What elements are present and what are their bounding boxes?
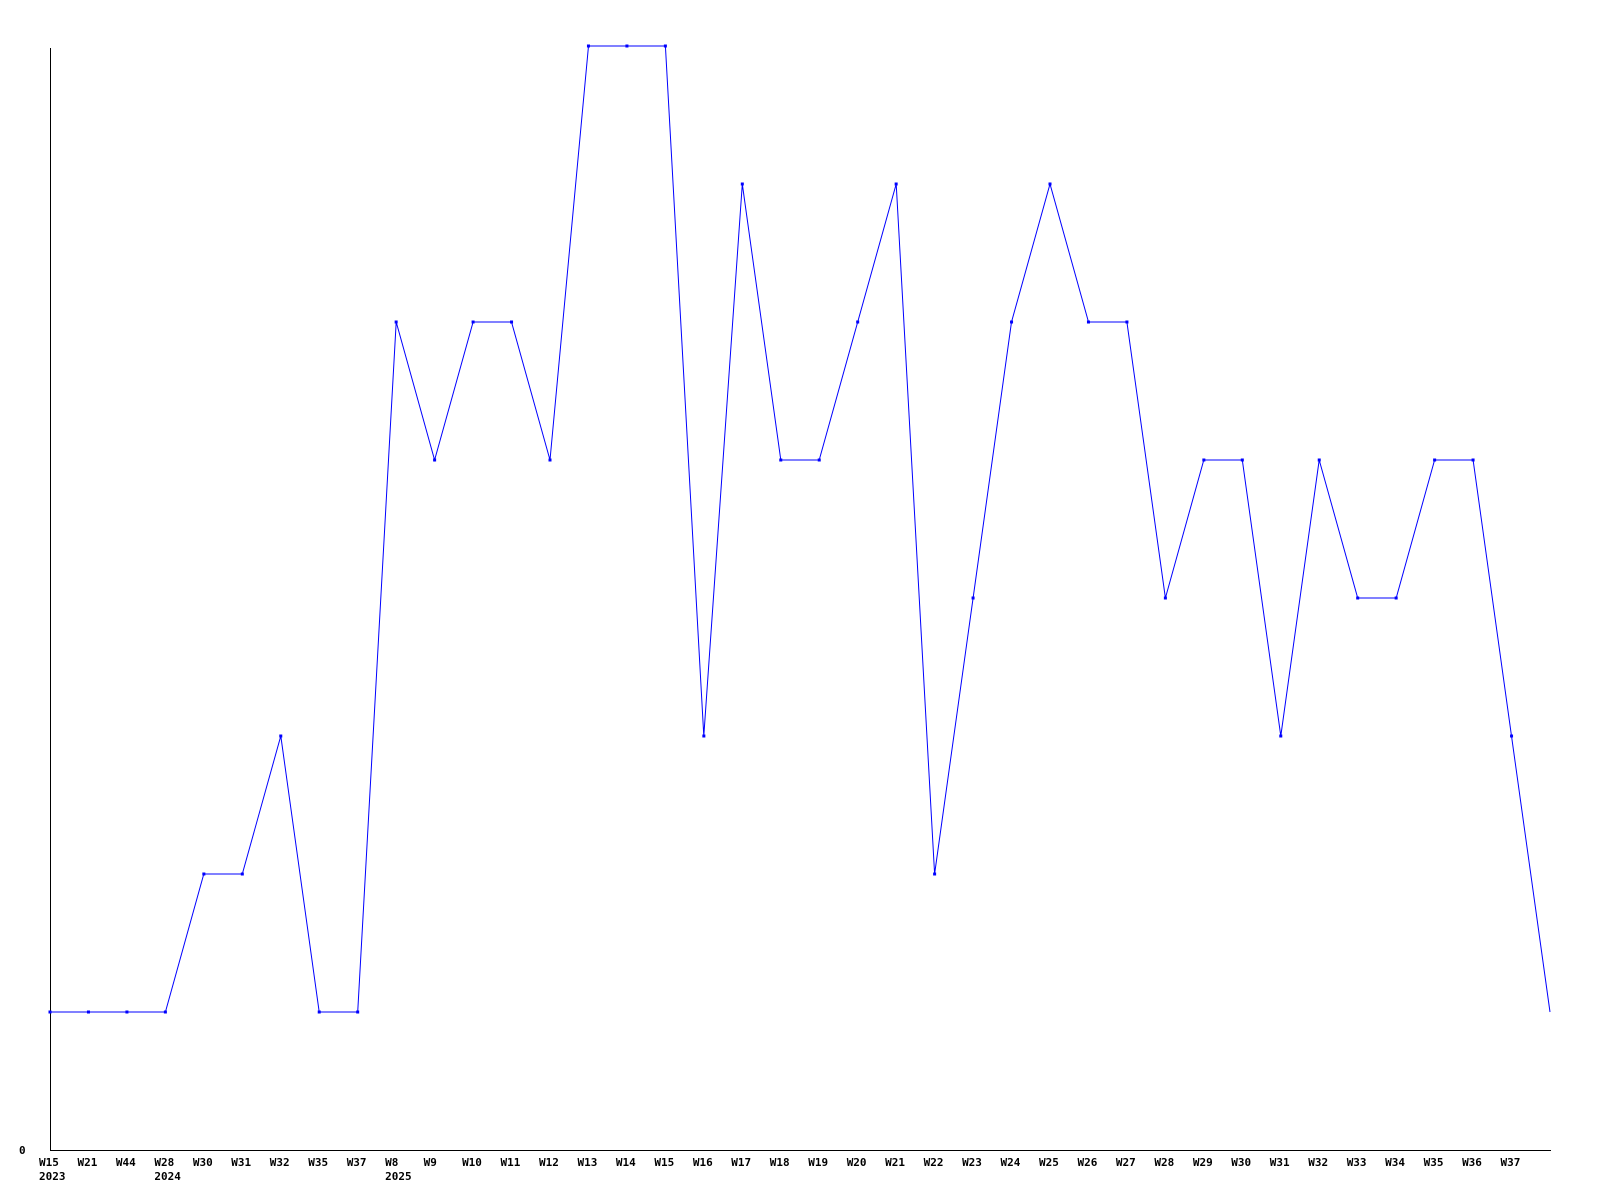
x-tick-label: W28	[154, 1156, 174, 1169]
data-point	[702, 734, 706, 738]
data-point	[1010, 320, 1014, 324]
data-point	[586, 44, 590, 48]
y-tick-label-0: 0	[19, 1144, 26, 1157]
data-markers	[48, 44, 1514, 1014]
data-point	[48, 1010, 52, 1014]
data-point	[510, 320, 514, 324]
x-tick-label: W29	[1193, 1156, 1213, 1169]
x-tick-label: W44	[116, 1156, 136, 1169]
data-point	[933, 872, 937, 876]
data-point	[1202, 458, 1206, 462]
x-tick-label: W10	[462, 1156, 482, 1169]
x-tick-label: W11	[501, 1156, 521, 1169]
x-tick-label: W30	[1231, 1156, 1251, 1169]
data-point	[163, 1010, 167, 1014]
x-tick-label: W31	[1270, 1156, 1290, 1169]
data-point	[1471, 458, 1475, 462]
data-point	[317, 1010, 321, 1014]
x-tick-label: W17	[731, 1156, 751, 1169]
data-point	[125, 1010, 129, 1014]
data-point	[394, 320, 398, 324]
data-point	[971, 596, 975, 600]
data-point	[279, 734, 283, 738]
x-tick-label: W37	[347, 1156, 367, 1169]
data-point	[1086, 320, 1090, 324]
data-point	[779, 458, 783, 462]
x-tick-label: W9	[424, 1156, 437, 1169]
x-tick-label: W32	[1308, 1156, 1328, 1169]
x-tick-label: W21	[77, 1156, 97, 1169]
x-tick-label: W21	[885, 1156, 905, 1169]
x-tick-label: W22	[924, 1156, 944, 1169]
x-tick-label: W20	[847, 1156, 867, 1169]
x-tick-label: W23	[962, 1156, 982, 1169]
data-point	[663, 44, 667, 48]
data-point	[1163, 596, 1167, 600]
x-tick-label: W18	[770, 1156, 790, 1169]
x-tick-labels: W15 W21 W44 W28 W30 W31 W32 W35 W37 W8 W9 W10 W11 W12…	[39, 1156, 1520, 1169]
x-tick-label: W37	[1501, 1156, 1521, 1169]
data-point	[202, 872, 206, 876]
x-tick-label: W32	[270, 1156, 290, 1169]
x-tick-label: W16	[693, 1156, 713, 1169]
x-tick-label: W24	[1001, 1156, 1021, 1169]
data-point	[1240, 458, 1244, 462]
data-point	[356, 1010, 360, 1014]
x-tick-label: W19	[808, 1156, 828, 1169]
x-tick-label: W30	[193, 1156, 213, 1169]
data-point	[548, 458, 552, 462]
data-point	[1125, 320, 1129, 324]
data-point	[471, 320, 475, 324]
x-tick-label: W26	[1077, 1156, 1097, 1169]
x-tick-label: W13	[577, 1156, 597, 1169]
year-label: 2024	[154, 1170, 181, 1183]
x-tick-label: W36	[1462, 1156, 1482, 1169]
data-point	[1317, 458, 1321, 462]
x-tick-label: W31	[231, 1156, 251, 1169]
data-point	[1356, 596, 1360, 600]
x-tick-label: W35	[308, 1156, 328, 1169]
data-point	[1279, 734, 1283, 738]
x-tick-label: W14	[616, 1156, 636, 1169]
data-point	[1510, 734, 1514, 738]
data-point	[856, 320, 860, 324]
x-tick-label: W12	[539, 1156, 559, 1169]
x-tick-label: W15	[39, 1156, 59, 1169]
x-tick-label: W8	[385, 1156, 398, 1169]
data-point	[1433, 458, 1437, 462]
data-point	[240, 872, 244, 876]
x-tick-label: W15	[654, 1156, 674, 1169]
data-point	[86, 1010, 90, 1014]
year-label: 2025	[385, 1170, 412, 1183]
data-point	[625, 44, 629, 48]
data-point	[1048, 182, 1052, 186]
data-point	[817, 458, 821, 462]
x-tick-label: W35	[1424, 1156, 1444, 1169]
data-point	[1394, 596, 1398, 600]
x-tick-label: W33	[1347, 1156, 1367, 1169]
x-tick-label: W25	[1039, 1156, 1059, 1169]
x-tick-label: W34	[1385, 1156, 1405, 1169]
x-tick-label: W27	[1116, 1156, 1136, 1169]
year-labels: 2023 2024 2025	[39, 1170, 412, 1183]
data-point	[433, 458, 437, 462]
data-point	[740, 182, 744, 186]
data-point	[894, 182, 898, 186]
year-label: 2023	[39, 1170, 66, 1183]
x-tick-label: W28	[1154, 1156, 1174, 1169]
series-line	[50, 45, 1551, 1013]
